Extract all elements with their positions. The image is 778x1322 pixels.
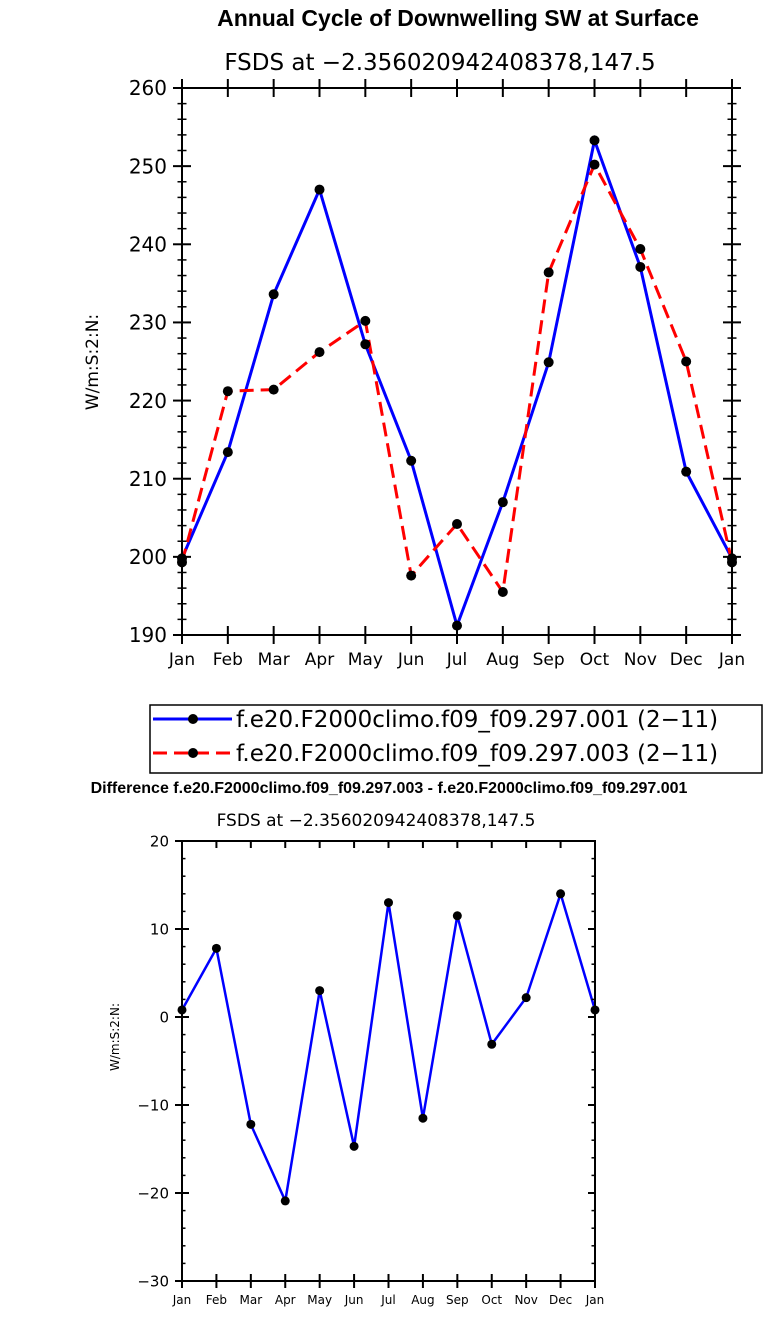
legend-marker-series-1: [188, 714, 198, 724]
bottom-chart-ylabel: W/m:S:2:N:: [108, 1003, 122, 1071]
series-line-1: [180, 134, 734, 631]
data-point-s2-12: [681, 356, 692, 367]
data-point-s1-6: [406, 455, 417, 466]
x-tick-label-4: Apr: [305, 650, 334, 670]
data-point-s1-6: [349, 1141, 359, 1151]
data-point-s2-2: [222, 386, 233, 397]
x-tick-label-9: Sep: [533, 650, 565, 670]
x-tick-label-3: Mar: [240, 1293, 263, 1307]
legend-label-series-1: f.e20.F2000climo.f09_f09.297.001 (2−11): [236, 707, 718, 733]
series-line-1: [180, 889, 597, 1206]
top-chart-title: Annual Cycle of Downwelling SW at Surfac…: [217, 5, 699, 31]
x-tick-label-13: Jan: [585, 1293, 605, 1307]
x-tick-label-6: Jun: [397, 650, 425, 670]
x-tick-label-8: Aug: [486, 650, 519, 670]
data-point-s2-10: [589, 159, 600, 170]
data-point-s1-8: [418, 1113, 428, 1123]
data-point-s1-7: [452, 620, 462, 631]
y-tick-label: 240: [129, 232, 167, 256]
x-tick-label-10: Oct: [481, 1293, 502, 1307]
legend-label-series-2: f.e20.F2000climo.f09_f09.297.003 (2−11): [236, 741, 718, 767]
y-tick-label: 220: [129, 389, 167, 413]
data-point-s2-4: [314, 347, 325, 358]
x-tick-label-1: Jan: [168, 650, 195, 670]
y-tick-label: 0: [159, 1008, 169, 1026]
data-point-s1-9: [543, 357, 554, 368]
legend-box: [149, 704, 763, 774]
data-point-s1-2: [211, 943, 221, 953]
data-point-s1-9: [452, 911, 462, 921]
y-tick-label: −30: [137, 1272, 169, 1290]
x-tick-label-7: Jul: [446, 650, 468, 670]
x-tick-label-7: Jul: [380, 1293, 395, 1307]
x-tick-label-9: Sep: [446, 1293, 469, 1307]
x-tick-label-1: Jan: [172, 1293, 192, 1307]
x-tick-label-2: Feb: [213, 650, 243, 670]
x-tick-label-11: Nov: [514, 1293, 537, 1307]
x-tick-label-11: Nov: [624, 650, 657, 670]
y-tick-label: −10: [137, 1096, 169, 1114]
top-chart-legend: f.e20.F2000climo.f09_f09.297.001 (2−11) …: [149, 704, 763, 774]
y-tick-label: 210: [129, 467, 167, 491]
y-tick-label: 260: [129, 76, 167, 100]
data-point-s1-11: [521, 993, 531, 1003]
data-point-s1-8: [497, 497, 508, 508]
x-tick-label-10: Oct: [580, 650, 610, 670]
data-point-s2-11: [635, 243, 646, 254]
x-tick-label-5: May: [307, 1293, 332, 1307]
x-tick-label-3: Mar: [258, 650, 290, 670]
data-point-s1-7: [384, 898, 393, 908]
data-point-s2-3: [268, 384, 279, 395]
data-point-s2-5: [360, 315, 371, 326]
y-tick-label: 10: [150, 920, 169, 938]
bottom-chart-title: Difference f.e20.F2000climo.f09_f09.297.…: [91, 780, 688, 797]
data-point-s1-5: [360, 339, 371, 350]
x-tick-label-12: Dec: [670, 650, 703, 670]
y-tick-label: 190: [129, 623, 167, 647]
data-point-s1-12: [681, 466, 692, 477]
data-point-s1-12: [556, 889, 566, 899]
data-point-s1-3: [246, 1119, 256, 1129]
data-point-s2-9: [543, 267, 554, 278]
y-tick-label: 250: [129, 154, 167, 178]
data-point-s1-4: [280, 1196, 290, 1206]
y-tick-label: 200: [129, 545, 167, 569]
x-tick-label-4: Apr: [275, 1293, 296, 1307]
plot-frame: [181, 87, 733, 636]
data-point-s1-10: [487, 1039, 497, 1049]
data-point-s1-2: [222, 447, 233, 458]
top-chart-subtitle: FSDS at −2.356020942408378,147.5: [224, 50, 655, 76]
x-tick-label-2: Feb: [206, 1293, 227, 1307]
x-tick-label-5: May: [348, 650, 383, 670]
data-point-s2-8: [497, 587, 508, 598]
data-point-s2-7: [452, 519, 462, 530]
y-tick-label: −20: [137, 1184, 169, 1202]
data-point-s1-5: [315, 986, 325, 996]
data-point-s1-3: [268, 289, 279, 300]
x-tick-label-8: Aug: [411, 1293, 434, 1307]
data-point-s1-4: [314, 184, 325, 195]
legend-marker-series-2: [188, 748, 198, 758]
data-point-s1-10: [589, 135, 600, 146]
bottom-chart-subtitle: FSDS at −2.356020942408378,147.5: [217, 811, 536, 831]
top-chart-ylabel: W/m:S:2:N:: [83, 314, 103, 410]
data-point-s2-6: [406, 570, 417, 581]
bottom-chart-plot: −30 −20 −10 0 10 20 Jan Feb Mar Apr May Jun Jul Aug Se…: [137, 832, 604, 1307]
x-tick-label-12: Dec: [549, 1293, 572, 1307]
x-tick-label-6: Jun: [344, 1293, 364, 1307]
data-point-s1-11: [635, 261, 646, 272]
top-chart-plot: 190 200 210 220 230 240 250 260 Jan Feb Mar Apr May J…: [129, 76, 745, 670]
x-tick-label-13: Jan: [718, 650, 745, 670]
y-tick-label: 20: [150, 832, 169, 850]
y-tick-label: 230: [129, 311, 167, 335]
